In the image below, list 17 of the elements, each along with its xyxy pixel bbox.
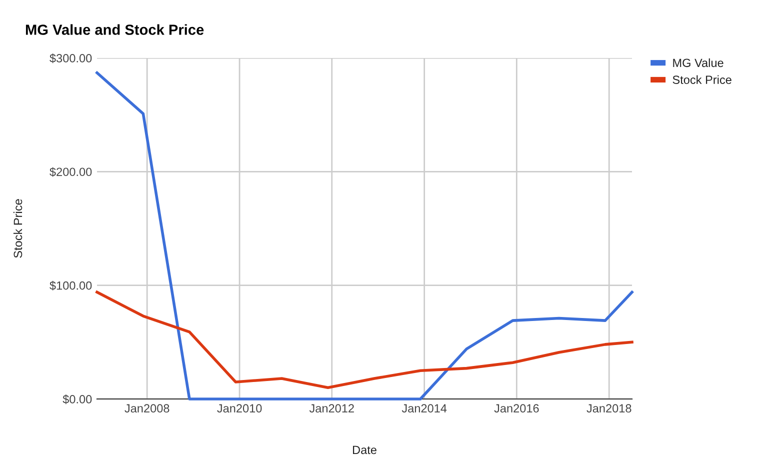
chart-title: MG Value and Stock Price xyxy=(26,24,204,35)
legend-label: MG Value xyxy=(673,58,724,68)
y-axis-title: Stock Price xyxy=(13,199,22,258)
x-tick-label: Jan2014 xyxy=(402,404,447,413)
y-tick-label: $200.00 xyxy=(50,167,92,177)
x-tick-label: Jan2008 xyxy=(124,404,170,413)
x-tick-label: Jan2016 xyxy=(494,404,539,413)
x-tick-label: Jan2018 xyxy=(586,404,632,413)
line-series xyxy=(96,71,634,400)
y-tick-label: $100.00 xyxy=(50,280,92,290)
x-axis-title: Date xyxy=(353,446,376,454)
x-tick-label: Jan2010 xyxy=(217,404,262,413)
x-tick-label: Jan2012 xyxy=(309,404,354,413)
legend-label: Stock Price xyxy=(672,75,732,84)
y-tick-label: $0.00 xyxy=(62,394,92,404)
y-tick-label: $300.00 xyxy=(50,54,92,64)
line-series xyxy=(96,290,634,390)
